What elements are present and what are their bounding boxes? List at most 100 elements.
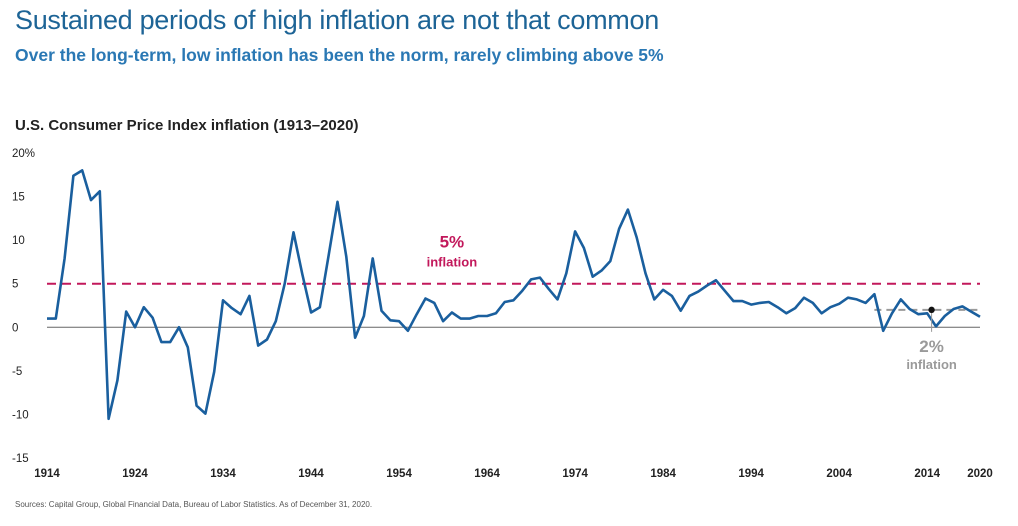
data-point xyxy=(389,319,391,321)
data-point xyxy=(178,326,180,328)
two-percent-label-text: inflation xyxy=(906,357,957,372)
data-point xyxy=(55,317,57,319)
data-point xyxy=(882,330,884,332)
data-point xyxy=(688,295,690,297)
data-point xyxy=(944,315,946,317)
data-point xyxy=(169,341,171,343)
data-points xyxy=(46,169,981,420)
y-axis: 20% 15 10 5 0 -5 -10 -15 xyxy=(12,148,35,465)
data-point xyxy=(732,300,734,302)
data-point xyxy=(662,289,664,291)
data-point xyxy=(327,254,329,256)
data-point xyxy=(583,247,585,249)
data-point xyxy=(301,273,303,275)
data-point xyxy=(847,296,849,298)
x-tick-label: 2020 xyxy=(967,468,993,480)
cpi-inflation-series-line xyxy=(47,169,981,421)
data-point xyxy=(803,296,805,298)
x-tick-label: 1964 xyxy=(474,468,500,480)
data-point xyxy=(107,418,109,420)
x-tick-label: 1994 xyxy=(738,468,764,480)
data-point xyxy=(495,312,497,314)
data-point xyxy=(477,315,479,317)
y-tick-label: -5 xyxy=(12,366,22,378)
sources-footnote: Sources: Capital Group, Global Financial… xyxy=(15,500,373,509)
data-point xyxy=(512,299,514,301)
data-point xyxy=(63,257,65,259)
data-point xyxy=(768,301,770,303)
data-point xyxy=(336,201,338,203)
x-tick-label: 2014 xyxy=(914,468,940,480)
data-point xyxy=(706,284,708,286)
data-point xyxy=(310,311,312,313)
data-point xyxy=(600,269,602,271)
data-point xyxy=(486,315,488,317)
data-point xyxy=(231,307,233,309)
x-tick-label: 1924 xyxy=(122,468,148,480)
data-point xyxy=(952,308,954,310)
data-point xyxy=(442,320,444,322)
data-point xyxy=(820,312,822,314)
data-point xyxy=(917,313,919,315)
x-tick-label: 1984 xyxy=(650,468,676,480)
data-point xyxy=(90,199,92,201)
data-point xyxy=(283,283,285,285)
data-point xyxy=(468,317,470,319)
data-point xyxy=(398,320,400,322)
data-point xyxy=(838,303,840,305)
data-point xyxy=(81,169,83,171)
y-tick-label: 20% xyxy=(12,148,35,160)
x-tick-label: 1974 xyxy=(562,468,588,480)
data-point xyxy=(891,312,893,314)
data-point xyxy=(187,346,189,348)
chart-title: U.S. Consumer Price Index inflation (191… xyxy=(15,117,359,134)
x-tick-label: 1914 xyxy=(34,468,60,480)
data-point xyxy=(926,312,928,314)
data-point xyxy=(521,289,523,291)
data-point xyxy=(151,317,153,319)
data-point xyxy=(266,338,268,340)
data-point xyxy=(627,208,629,210)
data-point xyxy=(812,302,814,304)
data-point xyxy=(371,257,373,259)
data-point xyxy=(864,302,866,304)
data-point xyxy=(503,301,505,303)
two-percent-label: 2% xyxy=(919,337,944,356)
data-point xyxy=(213,371,215,373)
y-tick-label: 5 xyxy=(12,279,18,291)
data-point xyxy=(319,306,321,308)
five-percent-label: 5% xyxy=(440,233,465,252)
data-point xyxy=(644,272,646,274)
y-tick-label: 15 xyxy=(12,192,25,204)
x-tick-label: 1944 xyxy=(298,468,324,480)
data-point xyxy=(204,412,206,414)
data-point xyxy=(345,256,347,258)
data-point xyxy=(239,313,241,315)
data-point xyxy=(794,307,796,309)
data-point xyxy=(407,330,409,332)
data-point xyxy=(222,299,224,301)
data-point xyxy=(979,316,981,318)
data-point xyxy=(363,315,365,317)
data-point xyxy=(530,278,532,280)
data-point xyxy=(776,306,778,308)
data-point xyxy=(785,312,787,314)
data-point xyxy=(380,310,382,312)
data-point xyxy=(556,298,558,300)
data-point xyxy=(715,279,717,281)
data-point xyxy=(99,190,101,192)
data-point xyxy=(160,341,162,343)
data-point xyxy=(72,174,74,176)
data-point xyxy=(759,302,761,304)
data-point xyxy=(609,260,611,262)
data-point xyxy=(636,236,638,238)
data-point xyxy=(592,276,594,278)
data-point xyxy=(750,303,752,305)
data-point xyxy=(680,310,682,312)
x-tick-label: 1934 xyxy=(210,468,236,480)
data-point xyxy=(574,230,576,232)
data-point xyxy=(961,305,963,307)
data-point xyxy=(873,293,875,295)
data-point xyxy=(116,379,118,381)
